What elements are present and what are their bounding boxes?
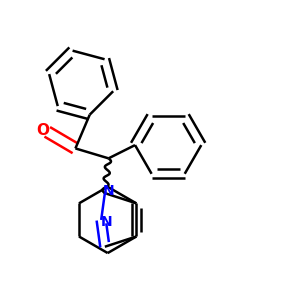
Text: O: O (36, 123, 49, 138)
Text: N: N (101, 215, 112, 229)
Text: N: N (103, 184, 115, 198)
